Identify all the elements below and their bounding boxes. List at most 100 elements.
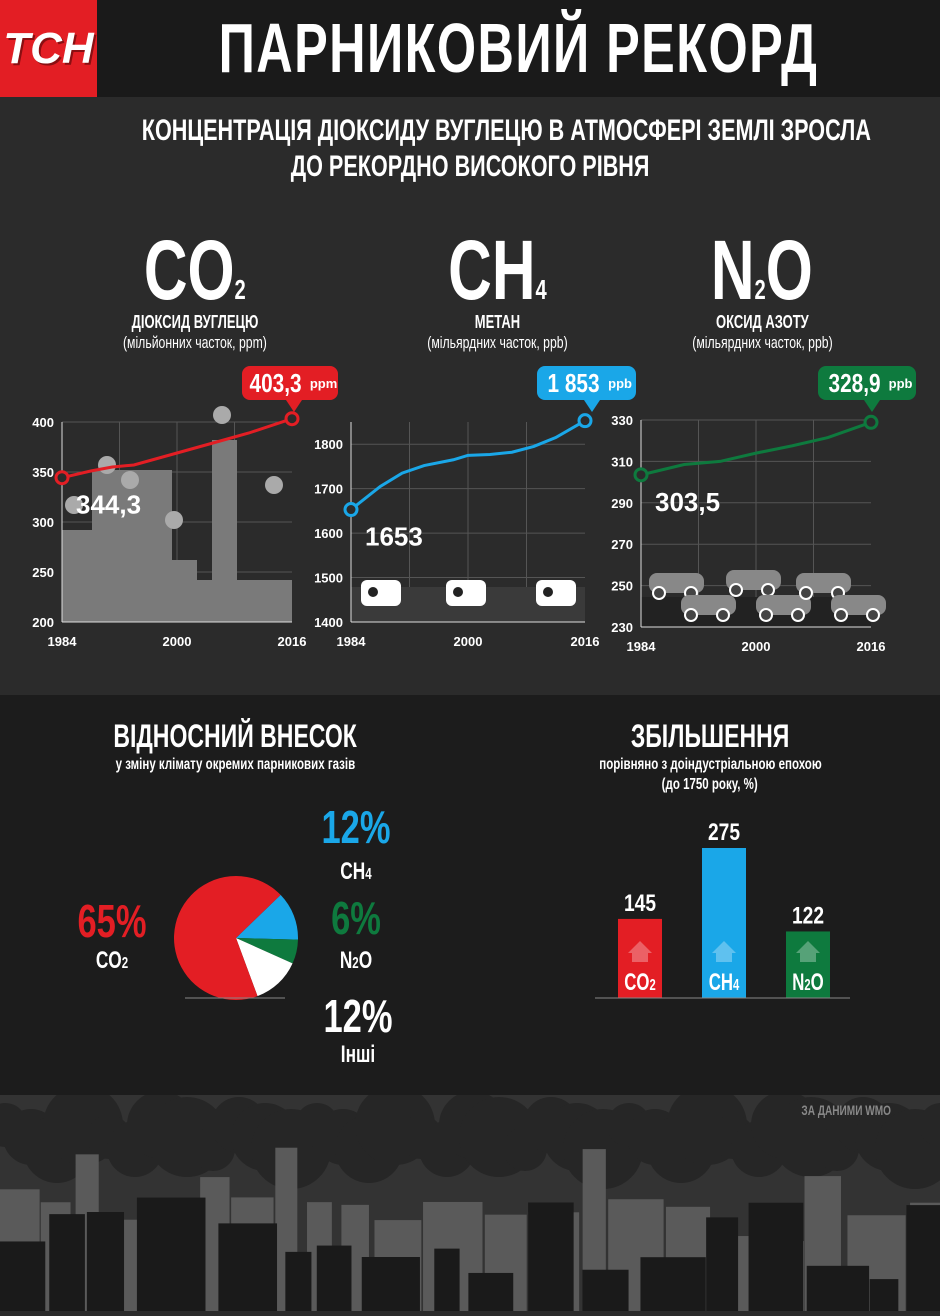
y-tick-label: 300 bbox=[32, 515, 54, 530]
factory-building bbox=[157, 560, 197, 622]
bar-value-label: 122 bbox=[792, 901, 824, 929]
label-subscript: 4 bbox=[365, 864, 372, 882]
building-front bbox=[434, 1248, 460, 1311]
line-chart-1: 1400 1500 1600 1700 1800 1984 2000 2016 1653 bbox=[314, 413, 599, 649]
car-wheel bbox=[759, 608, 773, 622]
data-point-marker bbox=[863, 414, 879, 430]
label-text: O bbox=[359, 947, 372, 973]
y-tick-label: 310 bbox=[611, 454, 633, 469]
y-tick-label: 290 bbox=[611, 496, 633, 511]
bar-category-label: CO2 bbox=[624, 969, 656, 996]
y-tick-label: 1800 bbox=[314, 437, 343, 452]
building-front bbox=[528, 1202, 574, 1311]
car-wheel bbox=[791, 608, 805, 622]
building-front bbox=[86, 1212, 125, 1311]
latest-value-callout-2: 328,9 ppb bbox=[818, 366, 916, 412]
data-point-marker bbox=[633, 467, 649, 483]
pie-subtitle: у зміну клімату окремих парникових газів bbox=[115, 756, 355, 773]
gas-formula-1: CH4 bbox=[447, 223, 547, 317]
data-point-marker bbox=[577, 413, 593, 429]
gas-name-0: ДІОКСИД ВУГЛЕЦЮ bbox=[131, 312, 259, 332]
smoke-icon bbox=[65, 496, 83, 514]
cow-spot bbox=[543, 587, 553, 597]
label-text: CO bbox=[624, 969, 649, 996]
data-point-marker bbox=[54, 470, 70, 486]
line-chart-2: 230 250 270 290 310 330 1984 2000 2016 303,5 bbox=[611, 413, 886, 654]
cow-spot bbox=[368, 587, 378, 597]
first-value-label: 344,3 bbox=[76, 490, 141, 520]
smoke-icon bbox=[265, 476, 283, 494]
factory-building bbox=[62, 530, 92, 622]
car-wheel bbox=[866, 608, 880, 622]
gas-name-2: ОКСИД АЗОТУ bbox=[715, 312, 809, 332]
label-text: CH bbox=[709, 969, 733, 996]
latest-value-callout-0: 403,3 ppm bbox=[242, 366, 338, 412]
pie-legend-label: Інші bbox=[341, 1041, 375, 1067]
label-text: O bbox=[811, 969, 824, 996]
x-tick-label: 2016 bbox=[857, 639, 886, 654]
car-wheel bbox=[652, 586, 666, 600]
pie-title: ВІДНОСНИЙ ВНЕСОК bbox=[113, 718, 357, 754]
latest-value-callout-1: 1 853 ppb bbox=[537, 366, 636, 412]
house-arrow-icon bbox=[712, 941, 736, 962]
gas-unit-0: (мільйонних часток, ppm) bbox=[123, 333, 267, 352]
label-text: Інші bbox=[341, 1041, 375, 1067]
pie-value-label: 65% bbox=[77, 895, 146, 947]
building-front bbox=[806, 1265, 870, 1311]
bar-category-label: N2O bbox=[792, 969, 823, 996]
data-point-marker bbox=[343, 502, 359, 518]
bar-category-label: CH4 bbox=[709, 969, 740, 996]
x-tick-label: 2016 bbox=[278, 634, 307, 649]
factory-building bbox=[262, 580, 292, 622]
skyline-footer bbox=[0, 1085, 940, 1311]
cars-illustration bbox=[641, 570, 886, 627]
pie-slice bbox=[236, 894, 298, 940]
car-wheel bbox=[761, 583, 775, 597]
series-line bbox=[640, 420, 872, 477]
bar-value-label: 145 bbox=[624, 889, 656, 917]
y-tick-label: 200 bbox=[32, 615, 54, 630]
city-skyline-illustration bbox=[0, 1085, 940, 1311]
pie-legend-label: CO2 bbox=[96, 947, 129, 973]
x-tick-label: 2000 bbox=[163, 634, 192, 649]
gas-name-1: МЕТАН bbox=[474, 312, 520, 332]
pie-and-bar-charts: 12%CH46%N2O12%Інші65%CO2145CO2275CH4122N… bbox=[77, 801, 850, 1068]
y-tick-label: 1600 bbox=[314, 526, 343, 541]
gas-unit-2: (мільярдних часток, ppb) bbox=[691, 333, 833, 352]
building-front bbox=[468, 1272, 514, 1311]
bar-title: ЗБІЛЬШЕННЯ bbox=[630, 718, 790, 754]
source-note: ЗА ДАНИМИ WMO bbox=[800, 1102, 891, 1118]
y-tick-label: 400 bbox=[32, 415, 54, 430]
pie-legend-label: CH4 bbox=[340, 858, 372, 884]
building-front bbox=[49, 1214, 85, 1311]
y-tick-label: 1700 bbox=[314, 482, 343, 497]
pie-value-label: 12% bbox=[323, 990, 392, 1042]
y-tick-label: 230 bbox=[611, 620, 633, 635]
building-front bbox=[361, 1256, 420, 1311]
factories-illustration bbox=[62, 406, 292, 622]
smoke-cloud bbox=[919, 1103, 940, 1147]
car-wheel bbox=[799, 586, 813, 600]
bar bbox=[786, 931, 830, 998]
smoke-icon bbox=[98, 456, 116, 474]
first-value-label: 303,5 bbox=[655, 487, 720, 517]
y-tick-label: 1500 bbox=[314, 571, 343, 586]
cow-icon bbox=[536, 580, 576, 606]
label-text: CH bbox=[340, 858, 365, 884]
x-tick-label: 2000 bbox=[454, 634, 483, 649]
building-front bbox=[582, 1269, 629, 1311]
smoke-icon bbox=[121, 471, 139, 489]
line-charts: 200 250 300 350 400 1984 2000 2016 344,3 1400 1500… bbox=[32, 406, 886, 654]
label-subscript: 2 bbox=[352, 953, 359, 971]
building-front bbox=[640, 1257, 706, 1311]
building-front bbox=[706, 1217, 739, 1311]
cow-icon bbox=[361, 580, 401, 606]
data-point-marker bbox=[284, 411, 300, 427]
y-tick-label: 1400 bbox=[314, 615, 343, 630]
bar-subtitle: порівняно з доіндустріальною епохою bbox=[598, 756, 822, 773]
building-front bbox=[285, 1251, 312, 1311]
bar-value-label: 275 bbox=[708, 818, 740, 846]
building-front bbox=[906, 1205, 940, 1311]
pie-slice bbox=[173, 876, 281, 1000]
